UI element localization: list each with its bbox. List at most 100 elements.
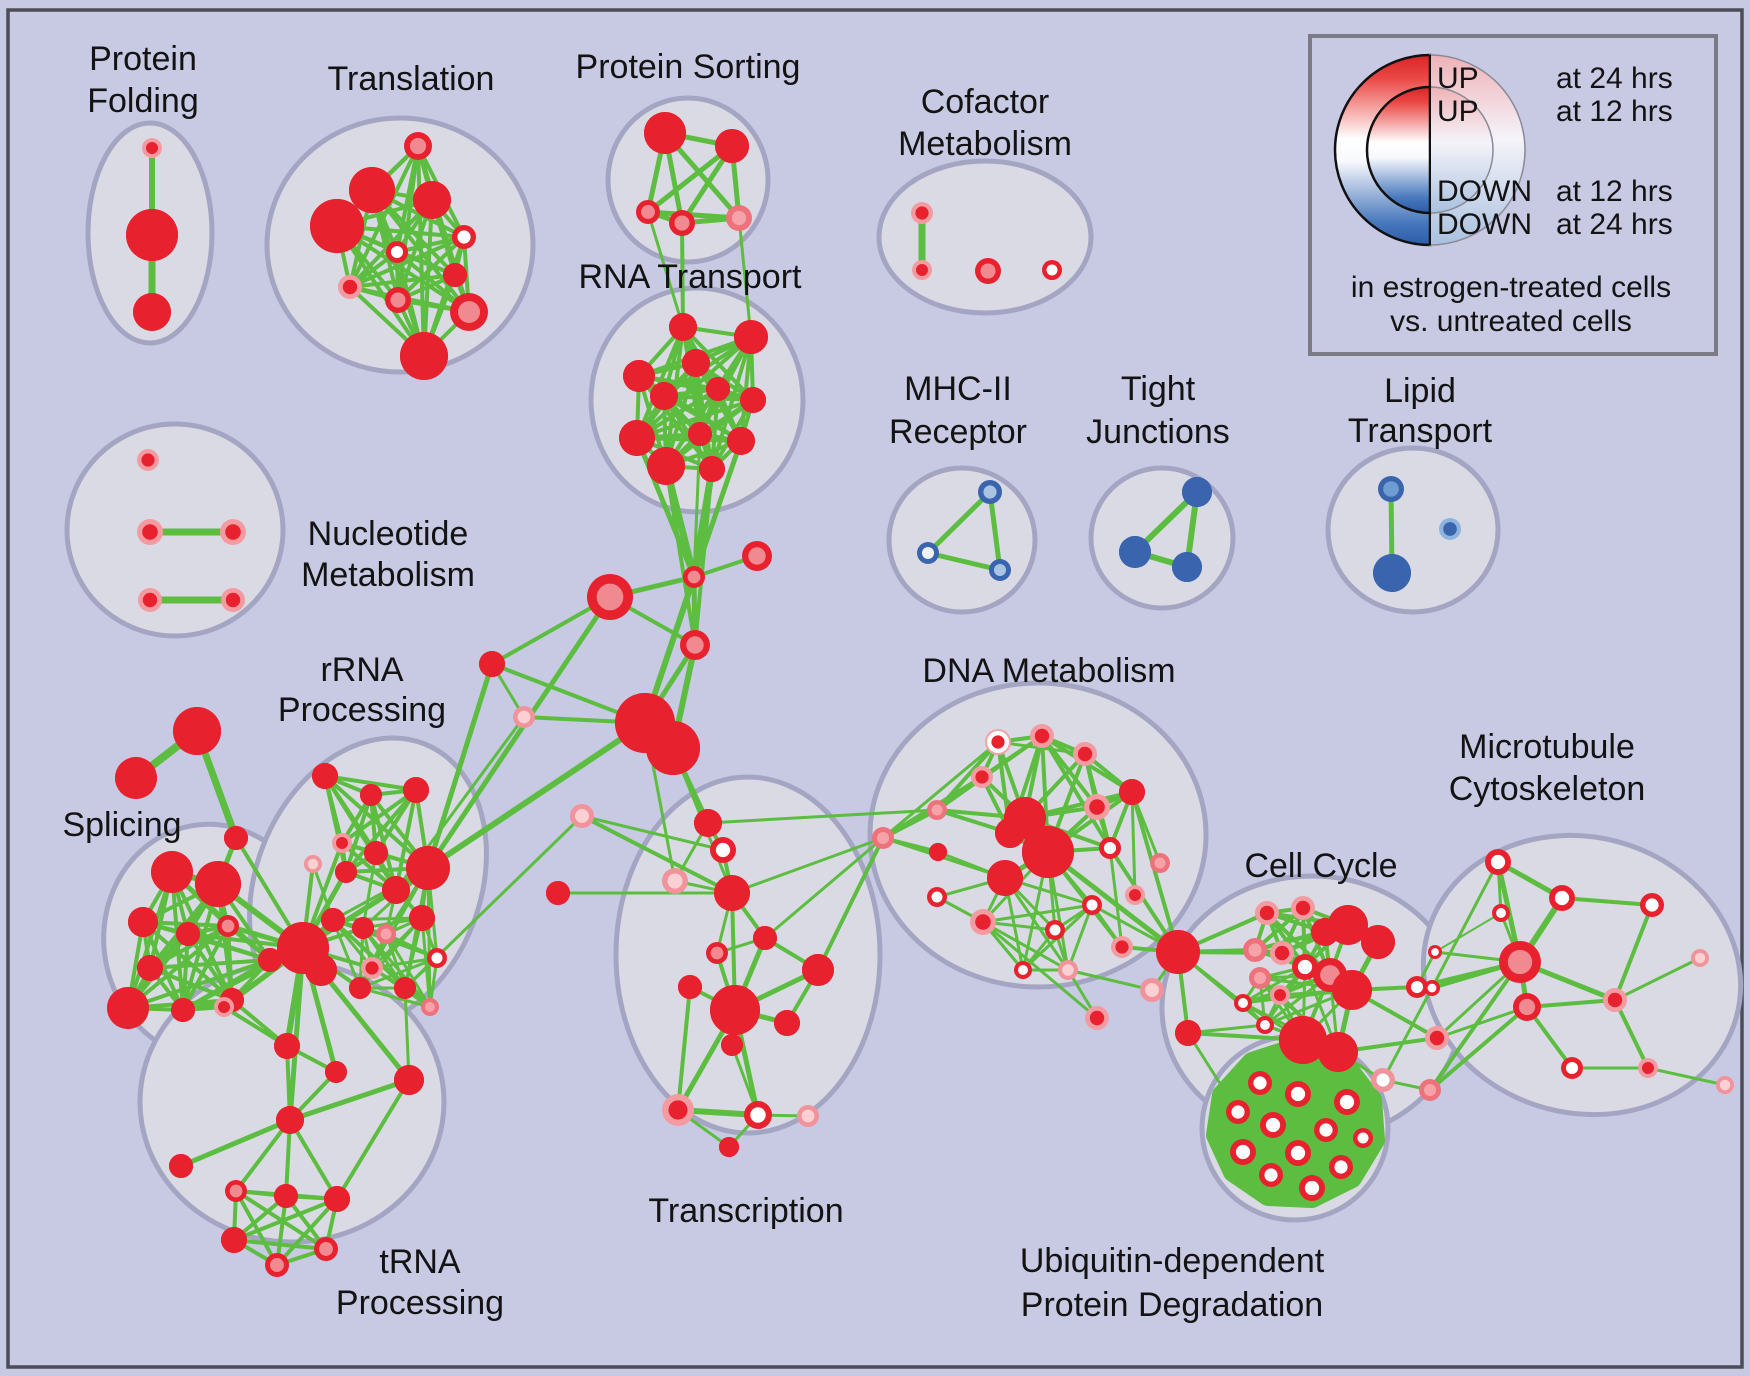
edge-tr8-dbr [816,836,885,972]
edge-rt1-rt7 [681,325,755,402]
node-c17 [1175,1020,1201,1046]
node-c15-core [1318,1032,1358,1072]
node-u8 [1230,1139,1256,1165]
node-t11 [443,263,467,287]
node-mh3 [989,559,1011,581]
edge-m8-m11 [1613,956,1702,1002]
node-c19 [1425,1026,1449,1050]
node-rt11-core [647,447,685,485]
node-rr1 [312,763,338,789]
node-mh2-core [921,546,935,560]
node-tnhub-core [276,1106,304,1134]
cluster-label-microtubule-cytoskeleton-line-2: Cytoskeleton [1449,770,1646,808]
node-m3-core [1496,908,1506,918]
node-m11-core [1694,952,1706,964]
legend: UP at 24 hrs UP at 12 hrs DOWN at 12 hrs DOWN a… [1308,34,1718,356]
edge-rt6-rt12 [662,394,714,471]
node-sp4 [176,922,200,946]
cluster-label-dna-metabolism-line-1: DNA Metabolism [922,652,1175,690]
edge-d2-d12 [1040,734,1112,850]
node-sp4-core [176,922,200,946]
node-h1b [646,721,700,775]
node-tr7-core [678,975,702,999]
edge-rr3-rr8 [394,788,418,892]
node-tj3-core [1172,552,1202,582]
legend-row-1-direction: UP [1437,62,1479,95]
node-c20 [1371,1068,1395,1092]
node-t2 [349,167,395,213]
node-tr1-core [694,809,722,837]
node-tr4 [714,875,750,911]
node-u9 [1285,1140,1311,1166]
legend-row-4-direction: DOWN [1437,208,1532,241]
node-ps1-core [644,112,686,154]
node-ccbr [1156,930,1200,974]
node-m5 [1499,941,1541,983]
node-c4-core [1328,905,1368,945]
cluster-label-transcription-line-1: Transcription [648,1192,843,1230]
node-c21 [1419,1079,1441,1101]
node-d2-core [1034,728,1050,744]
node-sp10 [258,948,282,972]
node-c2 [1291,896,1315,920]
node-sp1 [151,851,193,893]
node-tj1-core [1182,477,1212,507]
edge-tn1-tn6 [234,1189,279,1267]
cluster-label-tight-junctions-line-2: Junctions [1086,413,1230,451]
edge-t7-t11 [348,273,457,289]
node-d7 [1084,794,1110,820]
node-m3 [1492,904,1510,922]
edge-tr1-d5 [706,808,939,825]
node-u10 [1329,1155,1353,1179]
node-lp1-core [575,809,589,823]
cluster-label-translation-line-1: Translation [328,60,495,98]
cluster-label-lipid-transport-line-2: Transport [1348,412,1493,450]
node-d9-core [1022,826,1074,878]
node-rt12-core [699,456,725,482]
node-m7 [1513,993,1541,1021]
legend-inner-ring-left-icon [1365,85,1432,215]
edge-tnd-tnhub [287,1077,412,1123]
node-tj1 [1182,477,1212,507]
node-c8 [1292,954,1318,980]
node-mh2 [917,542,939,564]
cluster-ellipse-lipid-transport [1325,445,1501,615]
node-m8-core [1607,992,1623,1008]
node-tr12-core [668,1100,688,1120]
node-t5 [452,225,476,249]
node-tr10 [774,1010,800,1036]
node-t1-core [409,137,427,155]
node-d4-core [975,770,989,784]
node-n1 [137,449,159,471]
node-sp6 [137,955,163,981]
cluster-label-protein-folding-line-2: Folding [87,82,199,120]
node-tn3-core [324,1186,350,1212]
node-tr10-core [774,1010,800,1036]
node-rt10 [727,427,755,455]
node-c4 [1328,905,1368,945]
node-rr13-core [365,961,379,975]
node-m6-core [1427,983,1437,993]
node-cf4 [1042,260,1062,280]
node-t3-core [310,199,364,253]
cluster-label-ubiquitin-degradation-line-2: Protein Degradation [1021,1286,1323,1324]
node-cf3 [975,258,1001,284]
node-lp2-core [546,881,570,905]
node-tr6 [706,942,728,964]
node-t11-core [443,263,467,287]
legend-row-3-direction: DOWN [1437,175,1532,208]
node-rt6 [650,382,678,410]
node-li3 [1439,518,1461,540]
node-tnb-core [274,1033,300,1059]
node-u5-core [1265,1117,1281,1133]
node-c18-core [1410,980,1424,994]
edge-tnd-rr16 [403,986,411,1082]
node-mh1 [978,480,1002,504]
node-cf2 [912,260,932,280]
node-t5-core [457,230,471,244]
edge-rt2-rt10 [739,335,753,443]
node-rr16-core [394,977,416,999]
node-h5-core [686,636,704,654]
node-c14-core [1279,1016,1327,1064]
